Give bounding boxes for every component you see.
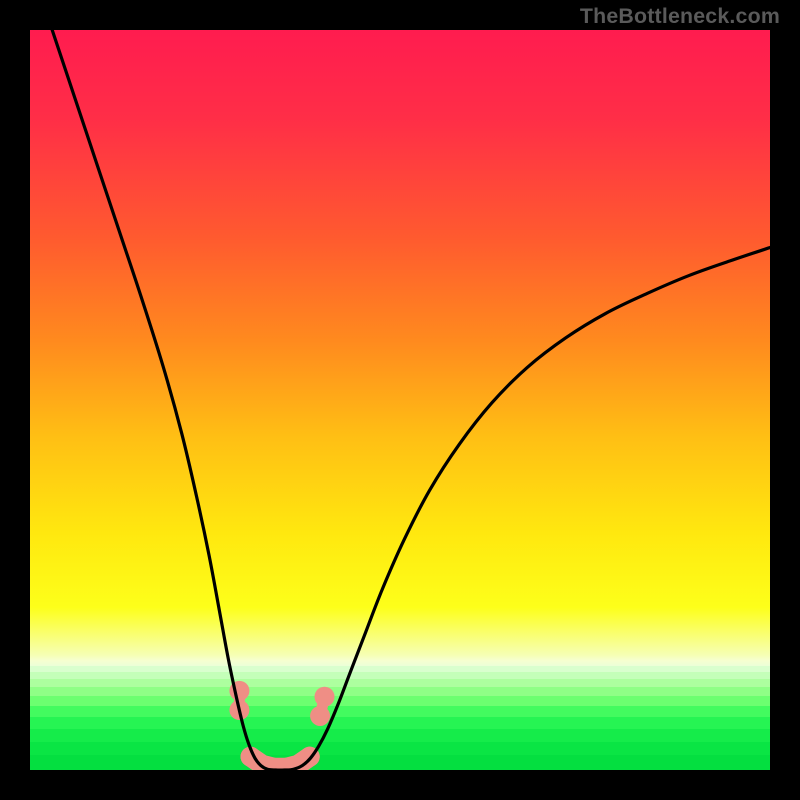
bottleneck-curve [52,30,770,770]
marker-dot [310,706,330,726]
plot-area [30,30,770,770]
salmon-markers [229,681,334,770]
curves-layer [30,30,770,770]
chart-frame: TheBottleneck.com [0,0,800,800]
watermark-text: TheBottleneck.com [580,4,780,29]
marker-dot [315,687,335,707]
